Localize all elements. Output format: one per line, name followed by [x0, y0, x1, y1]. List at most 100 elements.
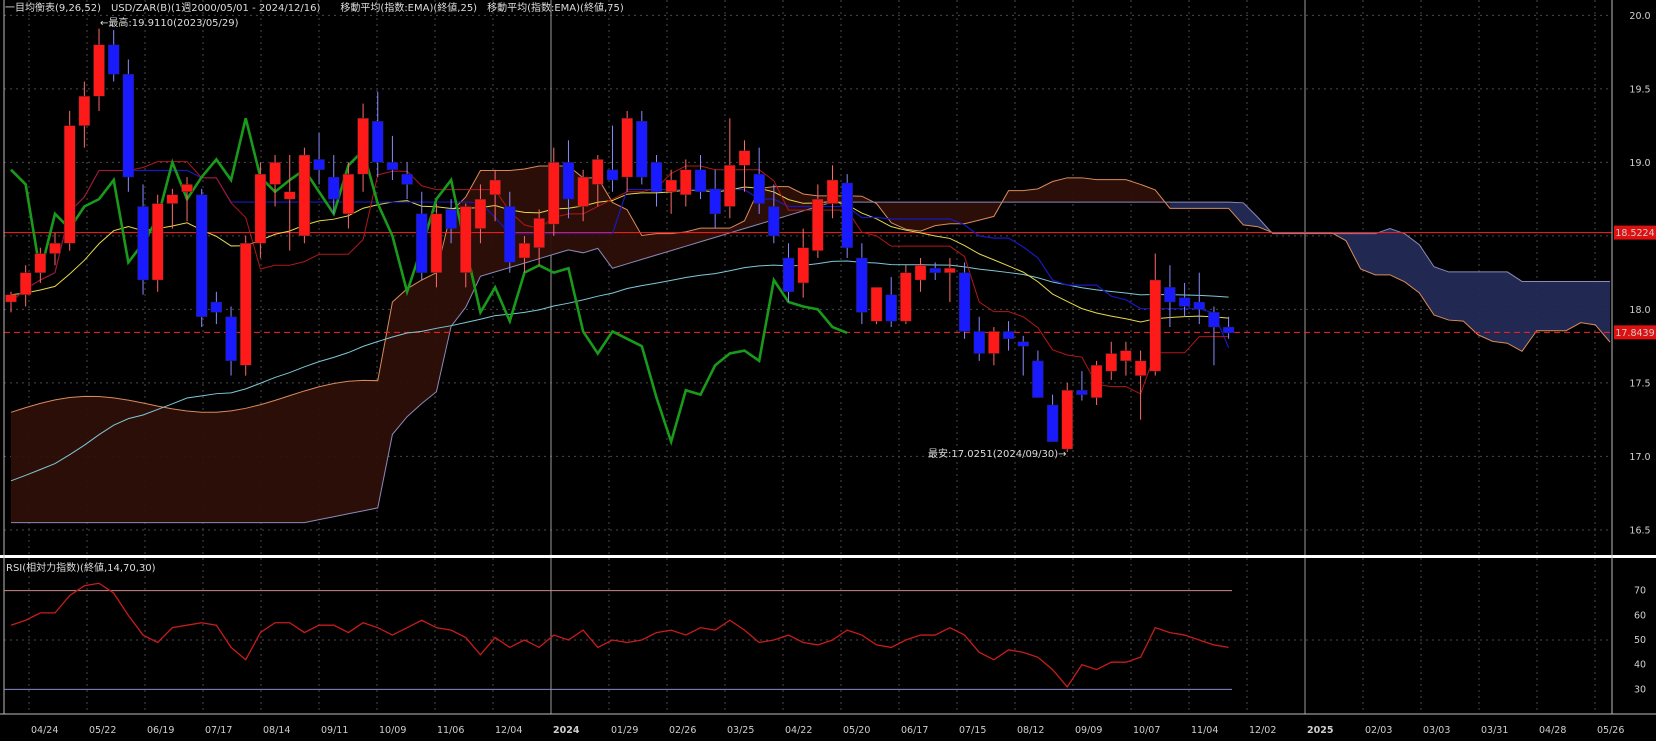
panel-separator [0, 555, 1656, 558]
time-tick-label: 02/26 [669, 725, 696, 736]
candle [1208, 312, 1220, 328]
candle [870, 287, 883, 322]
candle [489, 179, 501, 195]
high-annotation: ←最高:19.9110(2023/05/29) [100, 16, 239, 29]
time-tick-label: 04/24 [31, 725, 58, 736]
candle [181, 184, 193, 192]
time-tick-label: 05/22 [89, 725, 116, 736]
candle [753, 173, 765, 204]
price-tick-label: 19.5 [1629, 84, 1650, 95]
candle [665, 179, 677, 192]
time-tick-label: 08/12 [1017, 725, 1044, 736]
time-tick-label: 05/26 [1597, 725, 1624, 736]
rsi-tick-label: 60 [1634, 610, 1646, 621]
low-annotation: 最安:17.0251(2024/09/30)→ [928, 447, 1067, 460]
ema-25-line [10, 186, 1229, 323]
candle [328, 176, 340, 200]
candle [372, 121, 384, 163]
candles [5, 28, 1235, 453]
candle [856, 257, 868, 313]
time-tick-label: 03/31 [1481, 725, 1508, 736]
senkou-span-a [10, 165, 1611, 413]
tenkan-sen-line [10, 161, 1229, 395]
price-tick-label: 17.0 [1629, 452, 1650, 463]
candle [577, 176, 589, 207]
candle [988, 331, 1000, 354]
last-price-label: 17.8439 [1615, 328, 1654, 339]
grid [4, 0, 1612, 714]
candle [137, 206, 149, 281]
candle [1105, 353, 1117, 372]
rsi-tick-label: 70 [1634, 586, 1646, 597]
candle [958, 272, 971, 332]
time-tick-label: 08/14 [263, 725, 290, 736]
ema-75-line [10, 260, 1229, 482]
price-tick-label: 18.0 [1629, 305, 1650, 316]
candle [357, 118, 369, 175]
candle [34, 253, 47, 273]
time-tick-label: 07/15 [959, 725, 986, 736]
candle [474, 198, 487, 229]
price-tick-label: 16.5 [1629, 525, 1650, 536]
time-tick-label: 09/09 [1075, 725, 1102, 736]
candle [1032, 360, 1044, 398]
time-tick-label: 2024 [553, 725, 580, 736]
rsi-tick-label: 50 [1634, 635, 1646, 646]
time-tick-label: 10/09 [379, 725, 406, 736]
candle [900, 272, 912, 322]
rsi-title: RSI(相対力指数)(終値,14,70,30) [6, 561, 156, 574]
candle [680, 169, 692, 195]
candle [973, 331, 985, 354]
candle [1046, 404, 1059, 442]
candle [5, 294, 17, 303]
candle [240, 243, 252, 366]
time-tick-label: 12/04 [495, 725, 522, 736]
candle [504, 206, 516, 263]
time-tick-label: 04/28 [1539, 725, 1566, 736]
candle [269, 162, 281, 185]
price-tick-label: 20.0 [1629, 11, 1650, 22]
rsi-tick-label: 40 [1634, 660, 1646, 671]
candle [914, 265, 927, 281]
candle [533, 218, 545, 248]
candle [768, 206, 780, 237]
kumo-segment [11, 166, 877, 523]
candle [562, 162, 575, 200]
candle [548, 162, 560, 225]
time-tick-label: 10/07 [1133, 725, 1160, 736]
time-tick-label: 01/29 [611, 725, 638, 736]
kumo-segment [1008, 177, 1170, 209]
time-tick-label: 12/02 [1249, 725, 1276, 736]
candle [1090, 365, 1103, 398]
rsi-line [10, 582, 1229, 688]
candle [841, 182, 853, 248]
candle [826, 179, 839, 204]
candle [885, 294, 897, 322]
price-tick-label: 17.5 [1629, 378, 1650, 389]
candle [19, 272, 32, 295]
candle [782, 257, 795, 292]
candle [460, 206, 472, 273]
candle [298, 154, 311, 237]
time-tick-label: 11/04 [1191, 725, 1218, 736]
senkou-span-b [11, 201, 1611, 524]
candle [63, 125, 76, 244]
candle [254, 173, 267, 244]
candle [151, 203, 164, 281]
time-tick-label: 11/06 [437, 725, 464, 736]
candle [386, 162, 399, 170]
candle [1017, 341, 1029, 347]
candle [225, 316, 237, 362]
time-tick-label: 2025 [1307, 725, 1333, 736]
candle [430, 213, 443, 273]
candle [1164, 287, 1176, 303]
chart-title: 一目均衡表(9,26,52) USD/ZAR(B)(1週2000/05/01 -… [5, 1, 624, 14]
candle [416, 213, 428, 273]
time-tick-label: 05/20 [843, 725, 870, 736]
candle [122, 73, 135, 178]
candle [944, 268, 956, 273]
rsi-tick-label: 30 [1634, 684, 1646, 695]
candle [636, 121, 648, 178]
resistance-price-label: 18.5224 [1615, 228, 1654, 239]
